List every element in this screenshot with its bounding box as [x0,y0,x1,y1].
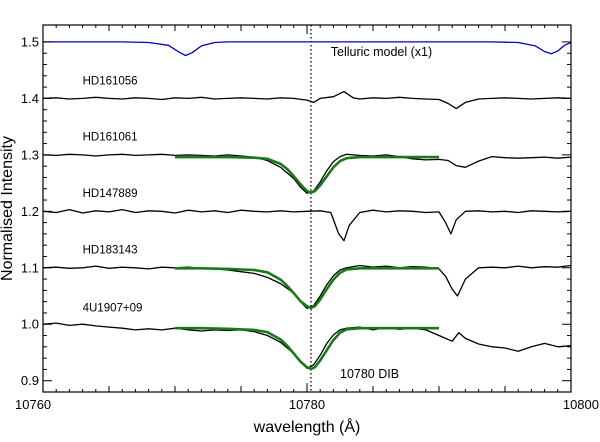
series-line-hd183143 [42,264,572,310]
x-tick-label: 10760 [15,397,51,412]
series-line-telluric-model-x1 [43,41,572,57]
dib-annotation: 10780 DIB [340,367,399,381]
telluric-annotation: Telluric model (x1) [331,45,432,59]
series-line-hd183143-fit [175,266,439,310]
series-label: HD147889 [83,188,138,200]
series-line-hd161061 [42,153,572,194]
series-line-hd147889 [42,208,572,242]
series-label: 4U1907+09 [83,302,143,314]
y-tick-label: 0.9 [21,373,39,388]
series-line-hd161056 [42,90,572,110]
y-tick-label: 1.1 [21,260,39,275]
y-tick-label: 1.2 [21,204,39,219]
series-label: HD161061 [83,132,138,144]
label-layer: HD161056 HD161061 HD147889 HD183143 4U1907+0… [83,45,433,381]
y-tick-label: 1.3 [21,147,39,162]
series-line-4u1907-09-fit [175,326,439,371]
y-tick-label: 1.4 [21,91,39,106]
y-axis-title: Normalised Intensity [0,136,16,281]
series-layer [42,41,572,371]
y-tick-label: 1.0 [21,317,39,332]
series-line-4u1907-09 [42,322,572,369]
series-label: HD161056 [83,75,138,87]
series-label: HD183143 [83,245,138,257]
x-tick-label: 10800 [563,397,599,412]
series-line-hd161061-fit [175,155,439,194]
x-tick-label: 10780 [289,397,325,412]
y-tick-label: 1.5 [21,34,39,49]
ticks-layer: 10760 10780 10800 0.9 1.0 1.1 1.2 1.3 1.4 1.5 [15,25,599,412]
x-axis-title: wavelength (Å) [253,417,361,436]
